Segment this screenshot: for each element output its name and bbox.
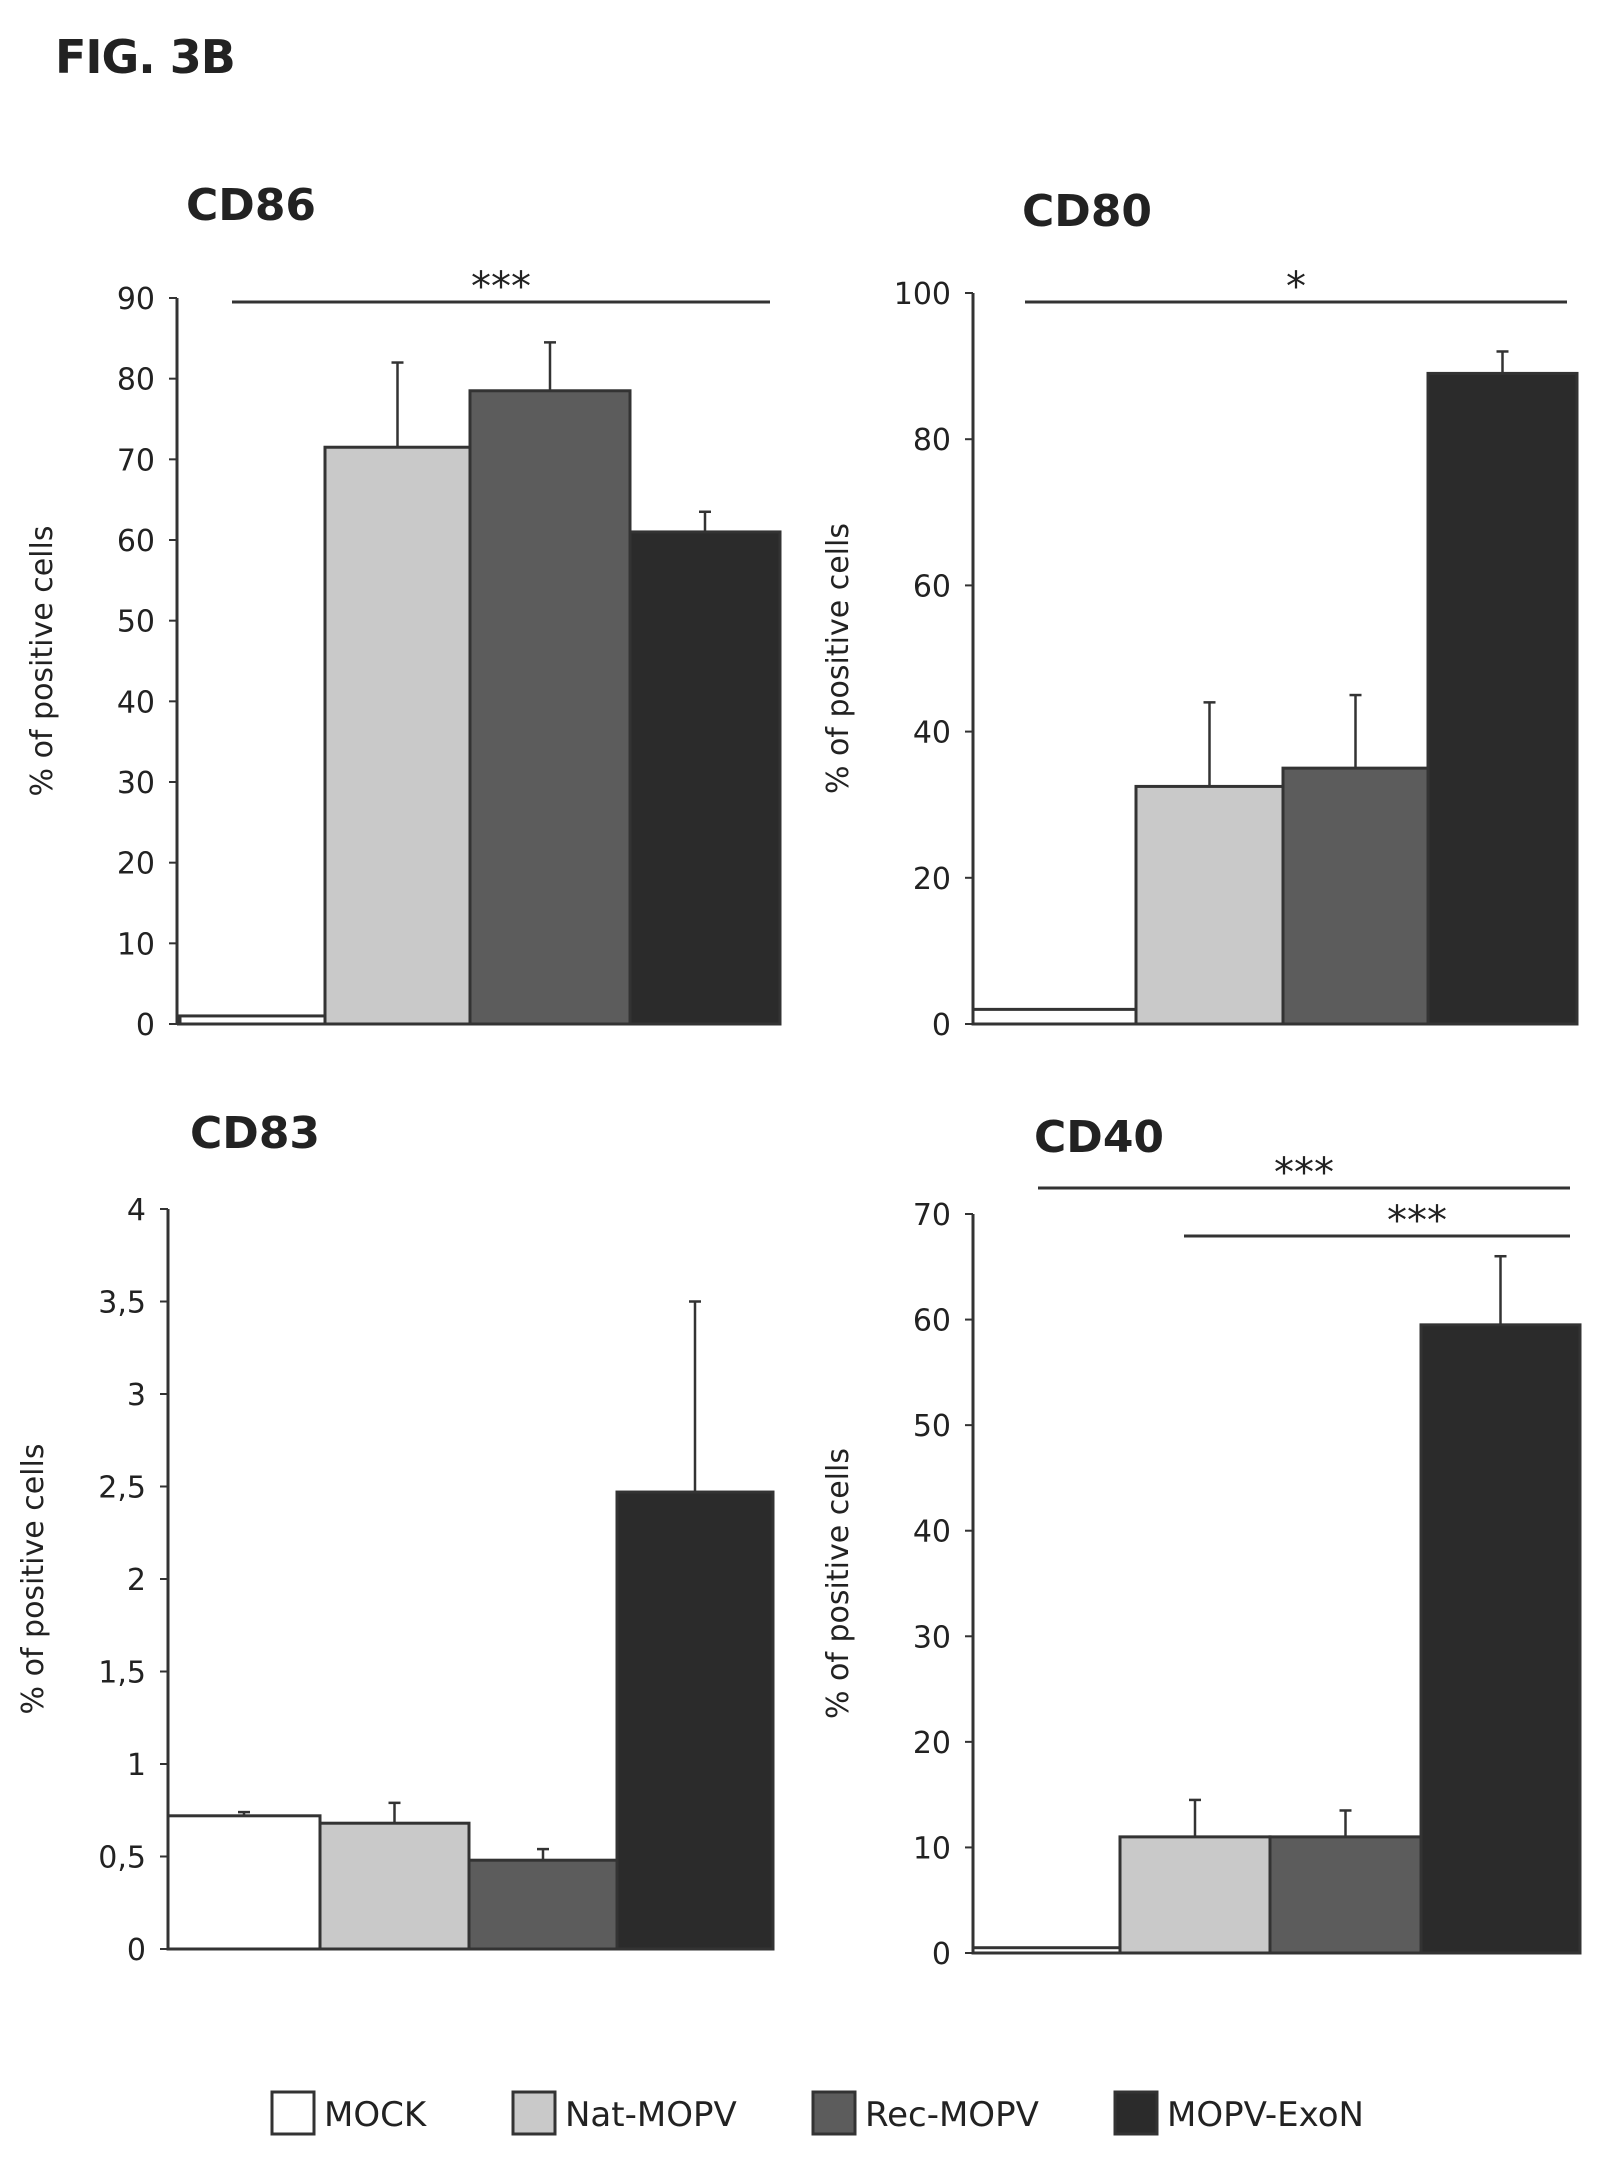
y-tick-label: 50 (913, 1409, 951, 1444)
significance-marker: *** (471, 264, 531, 310)
y-axis-label: % of positive cells (16, 1444, 51, 1715)
y-tick-label: 30 (117, 766, 155, 801)
y-tick-label: 4 (127, 1193, 146, 1228)
bar-rec-mopv (1281, 766, 1430, 1026)
panel-title: CD86 (186, 180, 316, 231)
y-tick-label: 1 (127, 1748, 146, 1783)
y-tick-label: 0 (932, 1008, 951, 1043)
y-tick-label: 20 (913, 862, 951, 897)
y-tick-label: 3 (127, 1378, 146, 1413)
y-tick-label: 20 (913, 1726, 951, 1761)
significance-marker: * (1286, 264, 1306, 310)
y-tick-label: 80 (913, 423, 951, 458)
panel-title: CD83 (190, 1108, 320, 1159)
y-tick-label: 100 (894, 277, 951, 312)
legend-label: Rec-MOPV (865, 2095, 1039, 2135)
y-tick-label: 70 (117, 443, 155, 478)
significance-marker: *** (1387, 1198, 1447, 1244)
y-axis-label: % of positive cells (25, 526, 60, 797)
y-tick-label: 60 (913, 569, 951, 604)
bar-mock (166, 1814, 322, 1951)
legend-swatch (811, 2090, 857, 2136)
y-tick-label: 40 (913, 1515, 951, 1550)
y-tick-label: 90 (117, 282, 155, 317)
legend-swatch (1113, 2090, 1159, 2136)
y-tick-label: 40 (913, 716, 951, 751)
y-tick-label: 80 (117, 363, 155, 398)
y-tick-label: 70 (913, 1198, 951, 1233)
bar-rec-mopv (468, 389, 632, 1026)
bar-mopv-exon (615, 1490, 775, 1951)
panel-title: CD40 (1034, 1112, 1164, 1163)
bar-mock (971, 1007, 1138, 1026)
y-tick-label: 3,5 (98, 1286, 146, 1321)
bar-mopv-exon (1426, 371, 1579, 1026)
y-tick-label: 20 (117, 847, 155, 882)
y-tick-label: 0 (932, 1937, 951, 1972)
bar-nat-mopv (1118, 1835, 1272, 1955)
panel-title: CD80 (1022, 186, 1152, 237)
bar-nat-mopv (1134, 784, 1285, 1026)
y-tick-label: 60 (913, 1304, 951, 1339)
legend-label: MOCK (324, 2095, 428, 2135)
y-tick-label: 0,5 (98, 1841, 146, 1876)
y-tick-label: 60 (117, 524, 155, 559)
y-axis-label: % of positive cells (821, 523, 856, 794)
bar-mock (178, 1014, 327, 1026)
y-tick-label: 10 (913, 1831, 951, 1866)
y-tick-label: 10 (117, 927, 155, 962)
y-tick-label: 0 (127, 1933, 146, 1968)
legend-swatch (511, 2090, 557, 2136)
bar-nat-mopv (318, 1821, 471, 1951)
bar-mock (971, 1946, 1122, 1955)
y-tick-label: 30 (913, 1620, 951, 1655)
y-tick-label: 50 (117, 605, 155, 640)
legend-label: MOPV-ExoN (1167, 2095, 1364, 2135)
bar-mopv-exon (1419, 1323, 1582, 1955)
y-tick-label: 1,5 (98, 1656, 146, 1691)
bar-rec-mopv (1268, 1835, 1423, 1955)
y-tick-label: 2,5 (98, 1471, 146, 1506)
y-tick-label: 0 (136, 1008, 155, 1043)
figure-title: FIG. 3B (55, 30, 236, 84)
y-axis-label: % of positive cells (821, 1448, 856, 1719)
y-tick-label: 40 (117, 685, 155, 720)
bar-mopv-exon (628, 530, 782, 1026)
bar-rec-mopv (467, 1858, 619, 1951)
legend-label: Nat-MOPV (565, 2095, 737, 2135)
bar-nat-mopv (323, 445, 472, 1026)
legend-swatch (270, 2090, 316, 2136)
y-tick-label: 2 (127, 1563, 146, 1598)
significance-marker: *** (1274, 1150, 1334, 1196)
